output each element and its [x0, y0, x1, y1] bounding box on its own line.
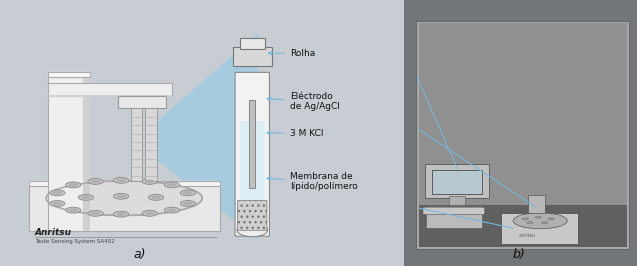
FancyBboxPatch shape — [83, 77, 90, 231]
FancyBboxPatch shape — [48, 77, 83, 231]
Polygon shape — [29, 181, 220, 186]
Ellipse shape — [113, 211, 129, 217]
Ellipse shape — [116, 194, 126, 198]
FancyBboxPatch shape — [249, 100, 255, 188]
Ellipse shape — [167, 183, 177, 187]
FancyBboxPatch shape — [48, 95, 172, 97]
FancyBboxPatch shape — [416, 21, 629, 249]
FancyBboxPatch shape — [432, 170, 482, 194]
FancyBboxPatch shape — [419, 23, 627, 247]
Text: b): b) — [513, 248, 526, 261]
Ellipse shape — [68, 208, 78, 212]
FancyBboxPatch shape — [131, 108, 142, 181]
Ellipse shape — [164, 182, 180, 188]
FancyBboxPatch shape — [235, 72, 269, 236]
FancyBboxPatch shape — [48, 83, 172, 96]
Ellipse shape — [167, 208, 177, 212]
Ellipse shape — [522, 218, 529, 220]
Ellipse shape — [116, 178, 126, 182]
FancyBboxPatch shape — [449, 196, 465, 205]
Ellipse shape — [541, 222, 548, 224]
Ellipse shape — [180, 201, 196, 206]
FancyBboxPatch shape — [528, 195, 545, 213]
Ellipse shape — [113, 193, 129, 199]
Ellipse shape — [145, 211, 155, 215]
FancyBboxPatch shape — [0, 0, 404, 266]
Ellipse shape — [116, 212, 126, 216]
Ellipse shape — [68, 183, 78, 187]
Ellipse shape — [113, 177, 129, 183]
Text: Rolha: Rolha — [268, 49, 315, 58]
Ellipse shape — [151, 196, 161, 199]
Ellipse shape — [148, 194, 164, 200]
Ellipse shape — [180, 190, 196, 196]
Ellipse shape — [142, 210, 157, 216]
Ellipse shape — [90, 180, 101, 183]
FancyBboxPatch shape — [240, 121, 265, 227]
FancyBboxPatch shape — [233, 47, 272, 66]
Ellipse shape — [164, 207, 180, 213]
FancyBboxPatch shape — [404, 0, 637, 266]
FancyBboxPatch shape — [240, 38, 265, 49]
Ellipse shape — [88, 210, 103, 216]
FancyBboxPatch shape — [501, 213, 578, 244]
Ellipse shape — [50, 201, 65, 206]
FancyBboxPatch shape — [118, 96, 166, 108]
FancyBboxPatch shape — [145, 108, 157, 181]
Polygon shape — [48, 72, 90, 77]
Ellipse shape — [527, 222, 533, 224]
Ellipse shape — [90, 211, 101, 215]
FancyBboxPatch shape — [238, 201, 267, 230]
Ellipse shape — [237, 223, 268, 237]
Ellipse shape — [50, 190, 65, 196]
Ellipse shape — [52, 202, 62, 205]
FancyBboxPatch shape — [29, 186, 220, 231]
Ellipse shape — [548, 218, 554, 220]
Ellipse shape — [78, 194, 94, 200]
Ellipse shape — [52, 191, 62, 195]
Text: Anritsu: Anritsu — [35, 228, 72, 238]
Text: Taste Sensing System SA402: Taste Sensing System SA402 — [35, 239, 115, 244]
Ellipse shape — [66, 182, 81, 188]
Ellipse shape — [81, 196, 91, 199]
Ellipse shape — [535, 216, 541, 218]
Polygon shape — [150, 33, 258, 239]
FancyBboxPatch shape — [426, 206, 482, 228]
FancyBboxPatch shape — [423, 207, 485, 214]
Ellipse shape — [145, 180, 155, 183]
FancyBboxPatch shape — [419, 205, 627, 247]
Text: Eléctrodo
de Ag/AgCl: Eléctrodo de Ag/AgCl — [267, 92, 340, 111]
Ellipse shape — [183, 202, 193, 205]
Ellipse shape — [142, 178, 157, 184]
Text: Membrana de
lípido/polímero: Membrana de lípido/polímero — [267, 172, 357, 191]
Ellipse shape — [513, 213, 568, 229]
FancyBboxPatch shape — [425, 164, 489, 198]
Ellipse shape — [183, 191, 193, 195]
Text: 3 M KCl: 3 M KCl — [267, 128, 324, 138]
Ellipse shape — [88, 178, 103, 184]
Ellipse shape — [47, 181, 203, 215]
Ellipse shape — [66, 207, 81, 213]
Text: a): a) — [134, 248, 147, 261]
Text: anritsu: anritsu — [519, 233, 536, 238]
